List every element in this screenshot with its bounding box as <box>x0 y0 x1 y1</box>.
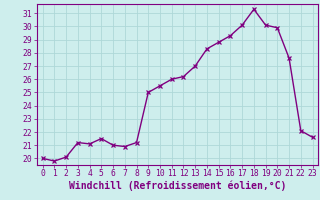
X-axis label: Windchill (Refroidissement éolien,°C): Windchill (Refroidissement éolien,°C) <box>69 181 286 191</box>
